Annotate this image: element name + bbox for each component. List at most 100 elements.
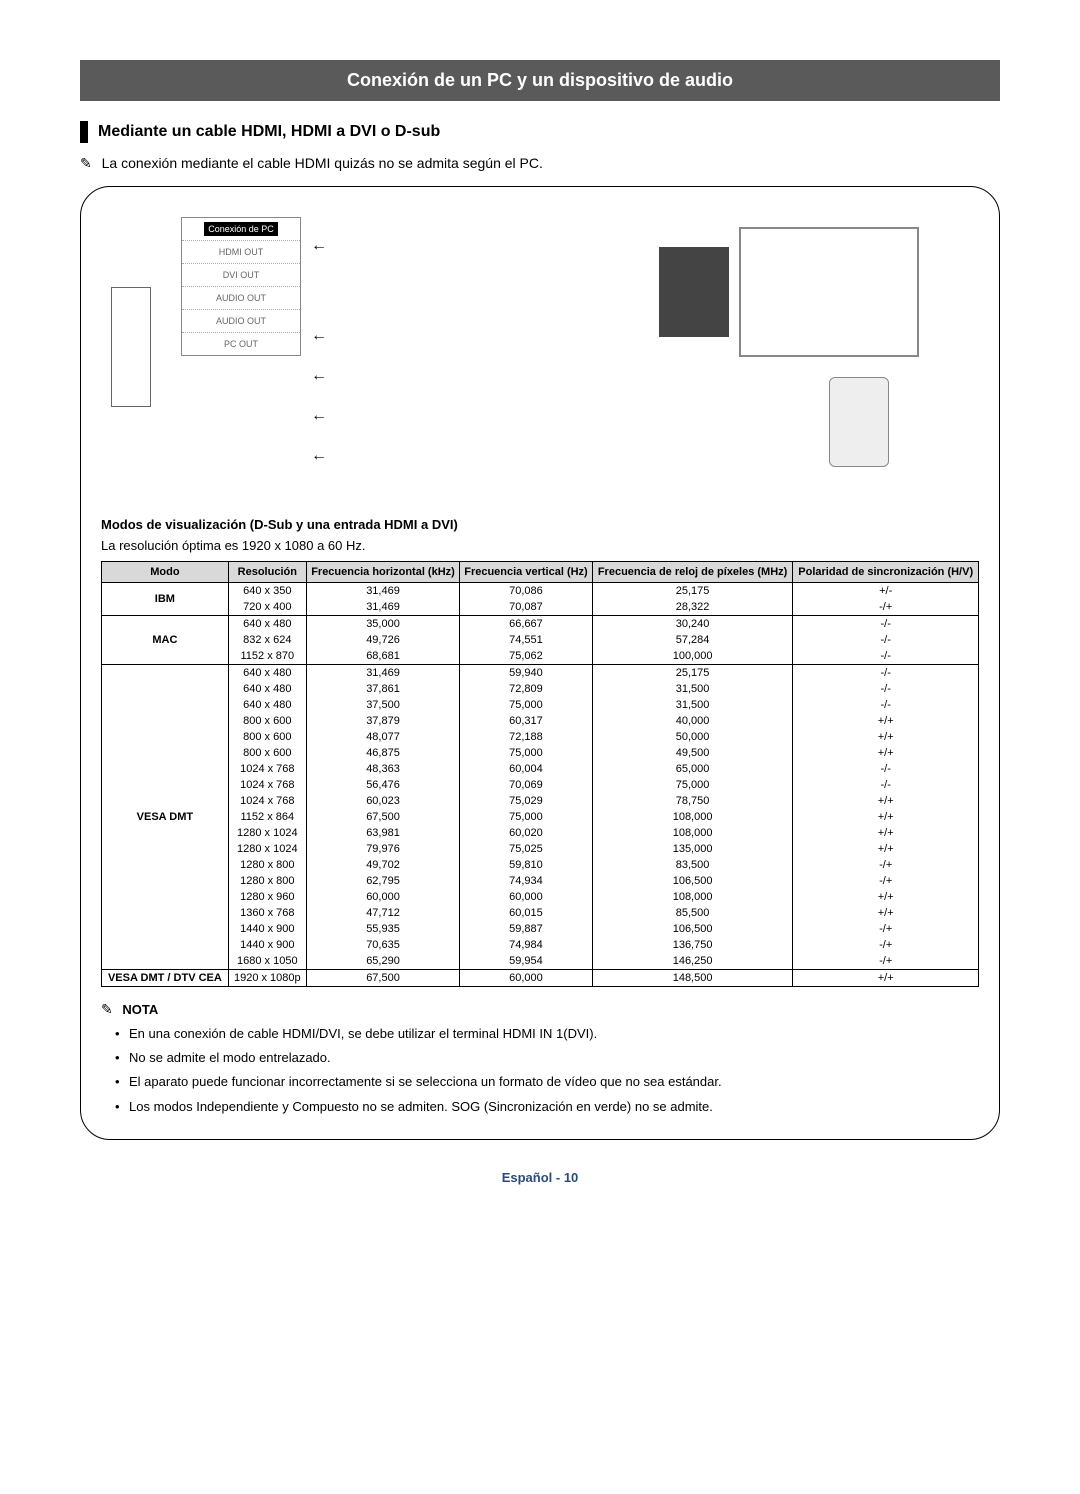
table-cell: 108,000 bbox=[592, 809, 793, 825]
table-cell: -/+ bbox=[793, 953, 979, 970]
table-cell: 1152 x 870 bbox=[228, 648, 306, 665]
vga-connector bbox=[829, 377, 889, 467]
table-cell: 74,934 bbox=[460, 873, 593, 889]
table-cell: 70,087 bbox=[460, 599, 593, 616]
arrow-icon: ← bbox=[311, 407, 327, 425]
table-cell: 37,861 bbox=[306, 681, 459, 697]
audio-out1-label: AUDIO OUT bbox=[182, 286, 300, 309]
table-heading: Modos de visualización (D-Sub y una entr… bbox=[101, 517, 979, 532]
table-cell: 1440 x 900 bbox=[228, 937, 306, 953]
table-row: 1280 x 80049,70259,81083,500-/+ bbox=[102, 857, 979, 873]
table-row: 1152 x 87068,68175,062100,000-/- bbox=[102, 648, 979, 665]
audio-out2-label: AUDIO OUT bbox=[182, 309, 300, 332]
table-cell: 31,469 bbox=[306, 665, 459, 682]
table-cell: 83,500 bbox=[592, 857, 793, 873]
table-cell: 135,000 bbox=[592, 841, 793, 857]
table-cell: +/+ bbox=[793, 745, 979, 761]
table-cell: -/- bbox=[793, 616, 979, 633]
table-cell: 800 x 600 bbox=[228, 713, 306, 729]
table-cell: 1280 x 1024 bbox=[228, 841, 306, 857]
table-cell: 50,000 bbox=[592, 729, 793, 745]
arrow-icon: ← bbox=[311, 237, 327, 255]
table-row: 800 x 60046,87575,00049,500+/+ bbox=[102, 745, 979, 761]
table-cell: 47,712 bbox=[306, 905, 459, 921]
optimal-resolution: La resolución óptima es 1920 x 1080 a 60… bbox=[101, 538, 979, 553]
table-cell: 55,935 bbox=[306, 921, 459, 937]
mode-cell: VESA DMT bbox=[102, 665, 229, 970]
table-cell: 74,984 bbox=[460, 937, 593, 953]
table-cell: -/+ bbox=[793, 599, 979, 616]
table-cell: 800 x 600 bbox=[228, 745, 306, 761]
table-cell: 60,015 bbox=[460, 905, 593, 921]
note-icon: ✎ bbox=[101, 1001, 113, 1018]
table-cell: -/+ bbox=[793, 937, 979, 953]
table-cell: 108,000 bbox=[592, 889, 793, 905]
table-row: 640 x 48037,86172,80931,500-/- bbox=[102, 681, 979, 697]
table-cell: +/+ bbox=[793, 713, 979, 729]
table-cell: 85,500 bbox=[592, 905, 793, 921]
table-cell: 60,023 bbox=[306, 793, 459, 809]
section-header: Mediante un cable HDMI, HDMI a DVI o D-s… bbox=[80, 121, 1000, 143]
table-cell: 1280 x 800 bbox=[228, 873, 306, 889]
table-cell: 148,500 bbox=[592, 970, 793, 987]
page-footer: Español - 10 bbox=[80, 1170, 1000, 1185]
table-cell: 78,750 bbox=[592, 793, 793, 809]
table-row: 720 x 40031,46970,08728,322-/+ bbox=[102, 599, 979, 616]
table-row: 800 x 60048,07772,18850,000+/+ bbox=[102, 729, 979, 745]
table-cell: +/+ bbox=[793, 825, 979, 841]
table-cell: 79,976 bbox=[306, 841, 459, 857]
table-cell: 60,000 bbox=[460, 970, 593, 987]
table-cell: 832 x 624 bbox=[228, 632, 306, 648]
table-cell: 1280 x 800 bbox=[228, 857, 306, 873]
table-cell: 25,175 bbox=[592, 583, 793, 600]
table-cell: 75,000 bbox=[460, 745, 593, 761]
table-cell: 640 x 480 bbox=[228, 665, 306, 682]
table-cell: 106,500 bbox=[592, 921, 793, 937]
mode-cell: MAC bbox=[102, 616, 229, 665]
table-cell: 1440 x 900 bbox=[228, 921, 306, 937]
table-row: VESA DMT / DTV CEA1920 x 1080p67,50060,0… bbox=[102, 970, 979, 987]
hdmi-note: ✎ La conexión mediante el cable HDMI qui… bbox=[80, 155, 1000, 172]
table-cell: 65,000 bbox=[592, 761, 793, 777]
table-cell: +/+ bbox=[793, 841, 979, 857]
table-cell: 136,750 bbox=[592, 937, 793, 953]
mode-cell: VESA DMT / DTV CEA bbox=[102, 970, 229, 987]
table-row: 640 x 48037,50075,00031,500-/- bbox=[102, 697, 979, 713]
table-cell: -/- bbox=[793, 665, 979, 682]
table-cell: 800 x 600 bbox=[228, 729, 306, 745]
table-cell: 75,029 bbox=[460, 793, 593, 809]
table-cell: 40,000 bbox=[592, 713, 793, 729]
table-cell: 48,363 bbox=[306, 761, 459, 777]
nota-item: El aparato puede funcionar incorrectamen… bbox=[129, 1070, 979, 1094]
table-cell: 1680 x 1050 bbox=[228, 953, 306, 970]
table-column-header: Frecuencia vertical (Hz) bbox=[460, 562, 593, 583]
table-cell: +/+ bbox=[793, 889, 979, 905]
table-cell: 31,469 bbox=[306, 599, 459, 616]
table-cell: 70,069 bbox=[460, 777, 593, 793]
nota-item: En una conexión de cable HDMI/DVI, se de… bbox=[129, 1022, 979, 1046]
table-cell: 59,810 bbox=[460, 857, 593, 873]
table-cell: 640 x 350 bbox=[228, 583, 306, 600]
table-cell: -/- bbox=[793, 681, 979, 697]
table-cell: +/- bbox=[793, 583, 979, 600]
table-cell: -/+ bbox=[793, 921, 979, 937]
section-title: Mediante un cable HDMI, HDMI a DVI o D-s… bbox=[98, 123, 440, 141]
table-row: 1440 x 90055,93559,887106,500-/+ bbox=[102, 921, 979, 937]
table-cell: 31,500 bbox=[592, 697, 793, 713]
port-stack: Conexión de PC HDMI OUT DVI OUT AUDIO OU… bbox=[181, 217, 301, 356]
table-cell: 28,322 bbox=[592, 599, 793, 616]
table-row: 1280 x 80062,79574,934106,500-/+ bbox=[102, 873, 979, 889]
section-bar bbox=[80, 121, 88, 143]
table-row: 1440 x 90070,63574,984136,750-/+ bbox=[102, 937, 979, 953]
table-cell: 67,500 bbox=[306, 970, 459, 987]
table-cell: 1280 x 1024 bbox=[228, 825, 306, 841]
diagram-container: Conexión de PC HDMI OUT DVI OUT AUDIO OU… bbox=[80, 186, 1000, 1140]
table-column-header: Polaridad de sincronización (H/V) bbox=[793, 562, 979, 583]
table-row: MAC640 x 48035,00066,66730,240-/- bbox=[102, 616, 979, 633]
table-cell: 37,879 bbox=[306, 713, 459, 729]
table-cell: -/- bbox=[793, 648, 979, 665]
connection-diagram: Conexión de PC HDMI OUT DVI OUT AUDIO OU… bbox=[101, 207, 979, 507]
table-cell: 70,635 bbox=[306, 937, 459, 953]
table-cell: +/+ bbox=[793, 793, 979, 809]
table-cell: 46,875 bbox=[306, 745, 459, 761]
